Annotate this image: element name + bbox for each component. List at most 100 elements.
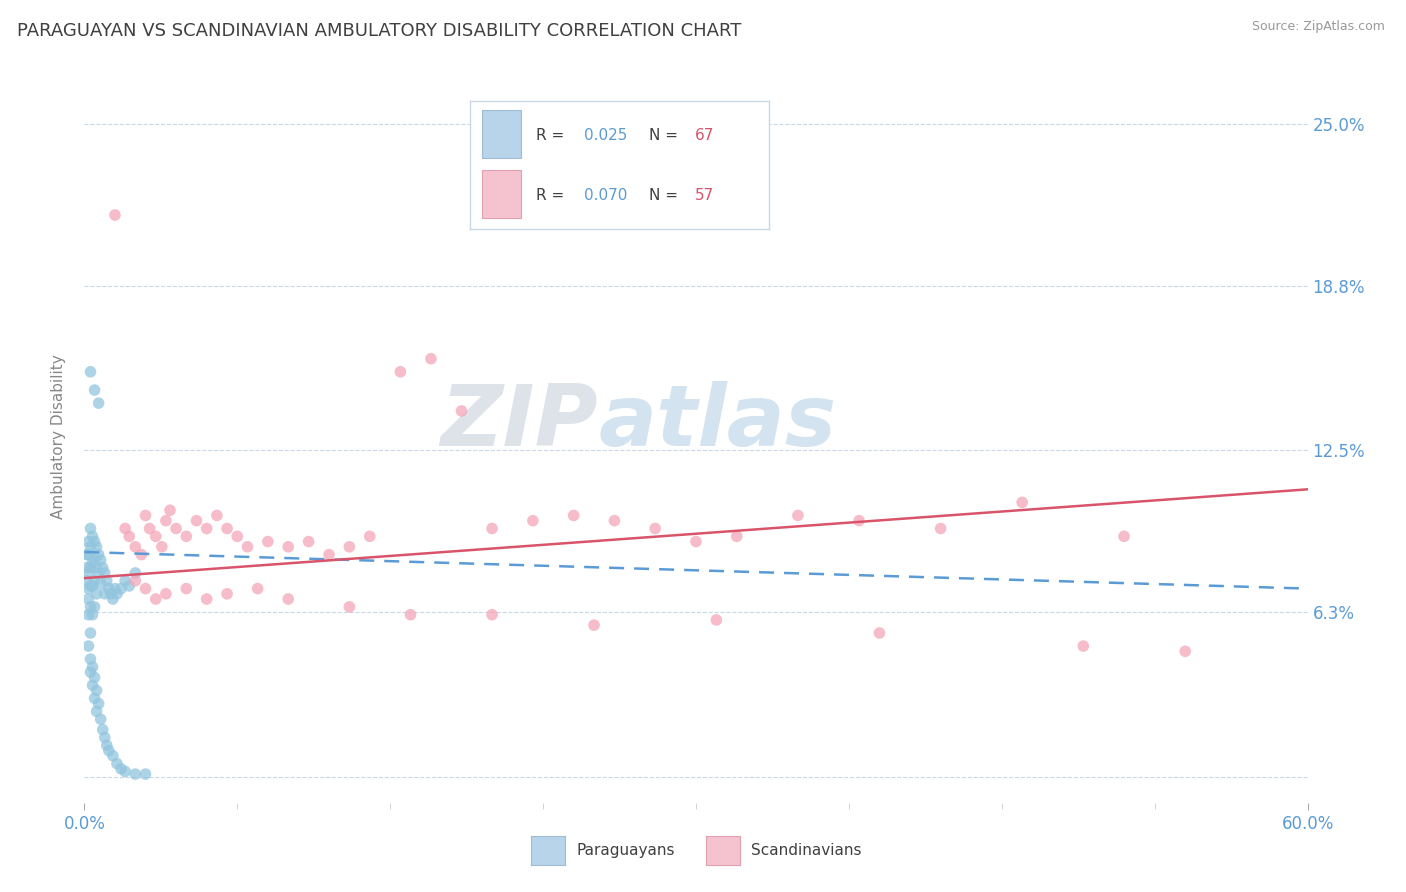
Point [96, 574, 118, 588]
Point [1114, 529, 1136, 543]
Point [339, 599, 361, 614]
Y-axis label: Ambulatory Disability: Ambulatory Disability [51, 355, 66, 519]
Point [83, 534, 105, 549]
Point [277, 592, 299, 607]
Point [75, 560, 97, 574]
Point [318, 548, 340, 562]
Point [522, 514, 544, 528]
Point [145, 529, 167, 543]
Point [1174, 644, 1197, 658]
Point [186, 514, 208, 528]
Text: Paraguayans: Paraguayans [576, 843, 675, 858]
Point [104, 208, 127, 222]
Point [90, 553, 112, 567]
Point [389, 365, 412, 379]
Point [226, 529, 249, 543]
Point [217, 587, 239, 601]
Point [83, 691, 105, 706]
Point [603, 514, 626, 528]
Point [124, 566, 146, 580]
Point [706, 613, 728, 627]
Point [110, 762, 132, 776]
Point [236, 540, 259, 554]
Point [155, 587, 177, 601]
Point [79, 560, 101, 574]
Point [277, 540, 299, 554]
Point [145, 592, 167, 607]
Point [787, 508, 810, 523]
Text: Source: ZipAtlas.com: Source: ZipAtlas.com [1251, 20, 1385, 33]
Point [79, 665, 101, 680]
Point [159, 503, 181, 517]
Point [101, 592, 124, 607]
Point [82, 579, 104, 593]
Point [77, 607, 100, 622]
Point [195, 521, 218, 535]
Point [131, 548, 153, 562]
Point [114, 764, 136, 779]
Point [481, 607, 503, 622]
Point [848, 514, 870, 528]
Point [104, 582, 127, 596]
Point [562, 508, 585, 523]
Point [114, 521, 136, 535]
Point [87, 566, 110, 580]
Text: PARAGUAYAN VS SCANDINAVIAN AMBULATORY DISABILITY CORRELATION CHART: PARAGUAYAN VS SCANDINAVIAN AMBULATORY DI… [17, 22, 741, 40]
Point [217, 521, 239, 535]
Point [87, 697, 110, 711]
Point [83, 383, 105, 397]
Point [75, 574, 97, 588]
Text: Scandinavians: Scandinavians [751, 843, 862, 858]
Point [96, 739, 118, 753]
Point [83, 599, 105, 614]
Point [450, 404, 472, 418]
Point [77, 592, 100, 607]
Point [644, 521, 666, 535]
Point [257, 534, 280, 549]
Point [298, 534, 321, 549]
Point [90, 712, 112, 726]
Point [118, 529, 141, 543]
Point [79, 365, 101, 379]
Point [135, 767, 157, 781]
Point [481, 521, 503, 535]
Point [86, 587, 108, 601]
Point [869, 626, 891, 640]
Point [83, 670, 105, 684]
Point [124, 540, 146, 554]
Point [399, 607, 422, 622]
Point [82, 607, 104, 622]
Point [82, 529, 104, 543]
Point [97, 582, 120, 596]
Point [118, 579, 141, 593]
Point [82, 678, 104, 692]
Point [1073, 639, 1095, 653]
Point [150, 540, 173, 554]
Point [135, 508, 157, 523]
Point [205, 508, 228, 523]
Point [929, 521, 952, 535]
Point [75, 548, 97, 562]
Point [83, 553, 105, 567]
Point [86, 540, 108, 554]
Point [86, 560, 108, 574]
Point [82, 660, 104, 674]
Point [135, 582, 157, 596]
Point [138, 521, 160, 535]
Point [79, 626, 101, 640]
Point [77, 566, 100, 580]
Point [77, 534, 100, 549]
Point [101, 748, 124, 763]
Point [79, 540, 101, 554]
Point [124, 574, 146, 588]
Point [77, 582, 100, 596]
Point [100, 587, 122, 601]
Point [77, 639, 100, 653]
Point [105, 756, 128, 771]
Point [725, 529, 748, 543]
Point [79, 579, 101, 593]
Point [105, 587, 128, 601]
Point [1011, 495, 1033, 509]
Point [685, 534, 707, 549]
Point [77, 548, 100, 562]
